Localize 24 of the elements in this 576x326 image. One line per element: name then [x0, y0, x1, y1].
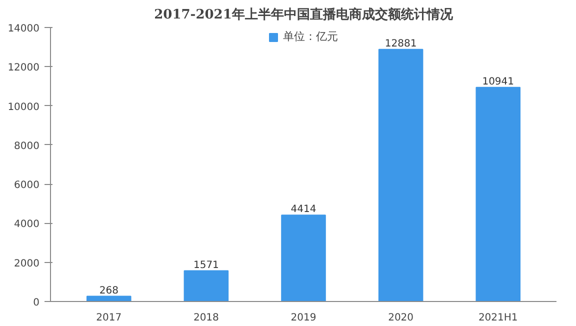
bar	[281, 214, 326, 302]
y-tick-label: 4000	[14, 219, 40, 230]
x-tick-label: 2021H1	[478, 312, 518, 324]
data-label: 4414	[290, 204, 316, 216]
y-tick-label: 2000	[14, 258, 40, 270]
legend-label: 单位：亿元	[283, 29, 338, 44]
y-tick-label: 12000	[8, 62, 40, 74]
x-tick-label: 2020	[388, 312, 414, 324]
bar	[476, 86, 521, 302]
x-tick-label: 2019	[290, 312, 316, 324]
y-tick-label: 6000	[14, 180, 40, 192]
y-tick-label: 10000	[8, 102, 40, 113]
y-tick-label: 8000	[14, 140, 40, 152]
data-label: 12881	[384, 38, 417, 50]
data-label: 268	[99, 285, 118, 296]
y-tick-label: 0	[33, 298, 40, 308]
y-tick-label: 14000	[8, 24, 40, 34]
data-label: 10941	[482, 76, 514, 88]
bar	[378, 48, 424, 302]
bar	[184, 270, 229, 302]
chart-title: 2017-2021年上半年中国直播电商成交额统计情况	[154, 6, 454, 22]
x-tick-label: 2018	[193, 312, 219, 324]
x-tick-label: 2017	[96, 312, 122, 324]
data-label: 1571	[193, 260, 219, 271]
